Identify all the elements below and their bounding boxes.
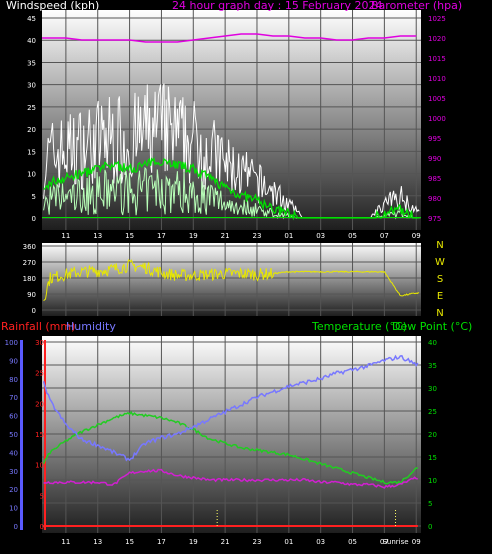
dew-title: Dew Point (°C) bbox=[392, 320, 472, 333]
temp-x-tick: 05 bbox=[348, 538, 357, 546]
humidity-y-tick: 70 bbox=[9, 394, 18, 402]
wind-x-tick: 07 bbox=[380, 232, 389, 240]
wind-y-tick: 15 bbox=[27, 148, 36, 156]
humidity-line bbox=[42, 354, 419, 462]
wind-y-tick: 5 bbox=[32, 193, 36, 201]
wind-y-tick: 30 bbox=[27, 82, 36, 90]
temp-y-tick: 40 bbox=[428, 339, 437, 347]
dew-point-line bbox=[43, 468, 418, 489]
wind-x-tick: 23 bbox=[253, 232, 262, 240]
baro-y-tick: 985 bbox=[428, 175, 441, 183]
wind-x-tick: 11 bbox=[61, 232, 70, 240]
wind-y-tick: 40 bbox=[27, 37, 36, 45]
temp-y-tick: 30 bbox=[428, 385, 437, 393]
baro-y-tick: 975 bbox=[428, 215, 441, 223]
sunrise-label: Sunrise bbox=[382, 538, 408, 546]
humidity-y-tick: 40 bbox=[9, 449, 18, 457]
rain-y-tick: 5 bbox=[40, 492, 44, 500]
wind-x-tick: 15 bbox=[125, 232, 134, 240]
baro-y-tick: 1025 bbox=[428, 15, 446, 23]
wind-x-tick: 13 bbox=[93, 232, 102, 240]
compass-label: E bbox=[437, 291, 443, 302]
baro-y-tick: 1020 bbox=[428, 35, 446, 43]
temp-x-tick: 19 bbox=[189, 538, 198, 546]
humidity-y-tick: 10 bbox=[9, 505, 18, 513]
rain-y-tick: 30 bbox=[35, 339, 44, 347]
wind-y-tick: 0 bbox=[32, 215, 36, 223]
wind-x-tick: 03 bbox=[316, 232, 325, 240]
rain-y-tick: 15 bbox=[35, 431, 44, 439]
baro-y-tick: 980 bbox=[428, 195, 441, 203]
direction-y-tick: 0 bbox=[32, 307, 36, 315]
temp-x-tick: 11 bbox=[61, 538, 70, 546]
wind-y-tick: 35 bbox=[27, 59, 36, 67]
direction-y-tick: 270 bbox=[23, 259, 36, 267]
temp-x-tick: 03 bbox=[316, 538, 325, 546]
rain-y-tick: 10 bbox=[35, 462, 44, 470]
rain-axis-bar bbox=[44, 340, 46, 530]
humidity-y-tick: 20 bbox=[9, 486, 18, 494]
temp-x-tick: 13 bbox=[93, 538, 102, 546]
temp-x-tick: 15 bbox=[125, 538, 134, 546]
barometer-line bbox=[42, 33, 417, 43]
temp-y-tick: 5 bbox=[428, 500, 432, 508]
temp-y-tick: 15 bbox=[428, 454, 437, 462]
wind-y-tick: 25 bbox=[27, 104, 36, 112]
temp-y-tick: 0 bbox=[428, 523, 432, 531]
wind-y-tick: 45 bbox=[27, 15, 36, 23]
rain-y-tick: 0 bbox=[40, 523, 44, 531]
humidity-y-tick: 50 bbox=[9, 431, 18, 439]
wind-x-tick: 01 bbox=[284, 232, 293, 240]
wind-x-tick: 09 bbox=[412, 232, 421, 240]
baro-y-tick: 995 bbox=[428, 135, 441, 143]
humidity-y-tick: 80 bbox=[9, 376, 18, 384]
humidity-y-tick: 30 bbox=[9, 468, 18, 476]
compass-label: W bbox=[435, 257, 445, 268]
wind-x-tick: 17 bbox=[157, 232, 166, 240]
wind-y-tick: 10 bbox=[27, 171, 36, 179]
temp-x-tick: 01 bbox=[284, 538, 293, 546]
temp-x-tick: 09 bbox=[412, 538, 421, 546]
baro-title: Barometer (hpa) bbox=[371, 0, 462, 12]
rain-title: Rainfall (mm) bbox=[1, 320, 75, 333]
baro-y-tick: 1005 bbox=[428, 95, 446, 103]
temp-y-tick: 20 bbox=[428, 431, 437, 439]
temp-x-tick: 23 bbox=[253, 538, 262, 546]
humidity-title: Humidity bbox=[66, 320, 116, 333]
direction-panel-bg bbox=[42, 243, 421, 316]
compass-label: N bbox=[436, 240, 443, 251]
wind-x-tick: 05 bbox=[348, 232, 357, 240]
direction-y-tick: 90 bbox=[27, 291, 36, 299]
wind-title: Windspeed (kph) bbox=[6, 0, 99, 12]
temp-y-tick: 25 bbox=[428, 408, 437, 416]
temp-x-tick: 17 bbox=[157, 538, 166, 546]
compass-label: S bbox=[437, 274, 443, 285]
baro-y-tick: 1010 bbox=[428, 75, 446, 83]
rain-y-tick: 25 bbox=[35, 370, 44, 378]
direction-y-tick: 360 bbox=[23, 243, 36, 251]
temp-title: Temperature (°C) bbox=[311, 320, 407, 333]
humidity-y-tick: 60 bbox=[9, 413, 18, 421]
direction-y-tick: 180 bbox=[23, 275, 36, 283]
temperature-line bbox=[42, 410, 418, 485]
rain-y-tick: 20 bbox=[35, 400, 44, 408]
temp-y-tick: 35 bbox=[428, 362, 437, 370]
humidity-y-tick: 100 bbox=[5, 339, 18, 347]
wind-x-tick: 19 bbox=[189, 232, 198, 240]
baro-y-tick: 990 bbox=[428, 155, 441, 163]
humidity-y-tick: 90 bbox=[9, 357, 18, 365]
direction-line bbox=[43, 259, 420, 302]
wind-x-tick: 21 bbox=[221, 232, 230, 240]
temp-x-tick: 21 bbox=[221, 538, 230, 546]
humidity-axis-bar bbox=[20, 340, 23, 530]
wind-y-tick: 20 bbox=[27, 126, 36, 134]
baro-y-tick: 1000 bbox=[428, 115, 446, 123]
baro-y-tick: 1015 bbox=[428, 55, 446, 63]
graph-title: 24 hour graph day : 15 February 2024 bbox=[172, 0, 383, 12]
humidity-y-tick: 0 bbox=[14, 523, 18, 531]
temp-x-tick: 07 bbox=[380, 538, 389, 546]
temp-y-tick: 10 bbox=[428, 477, 437, 485]
compass-label: N bbox=[436, 308, 443, 319]
